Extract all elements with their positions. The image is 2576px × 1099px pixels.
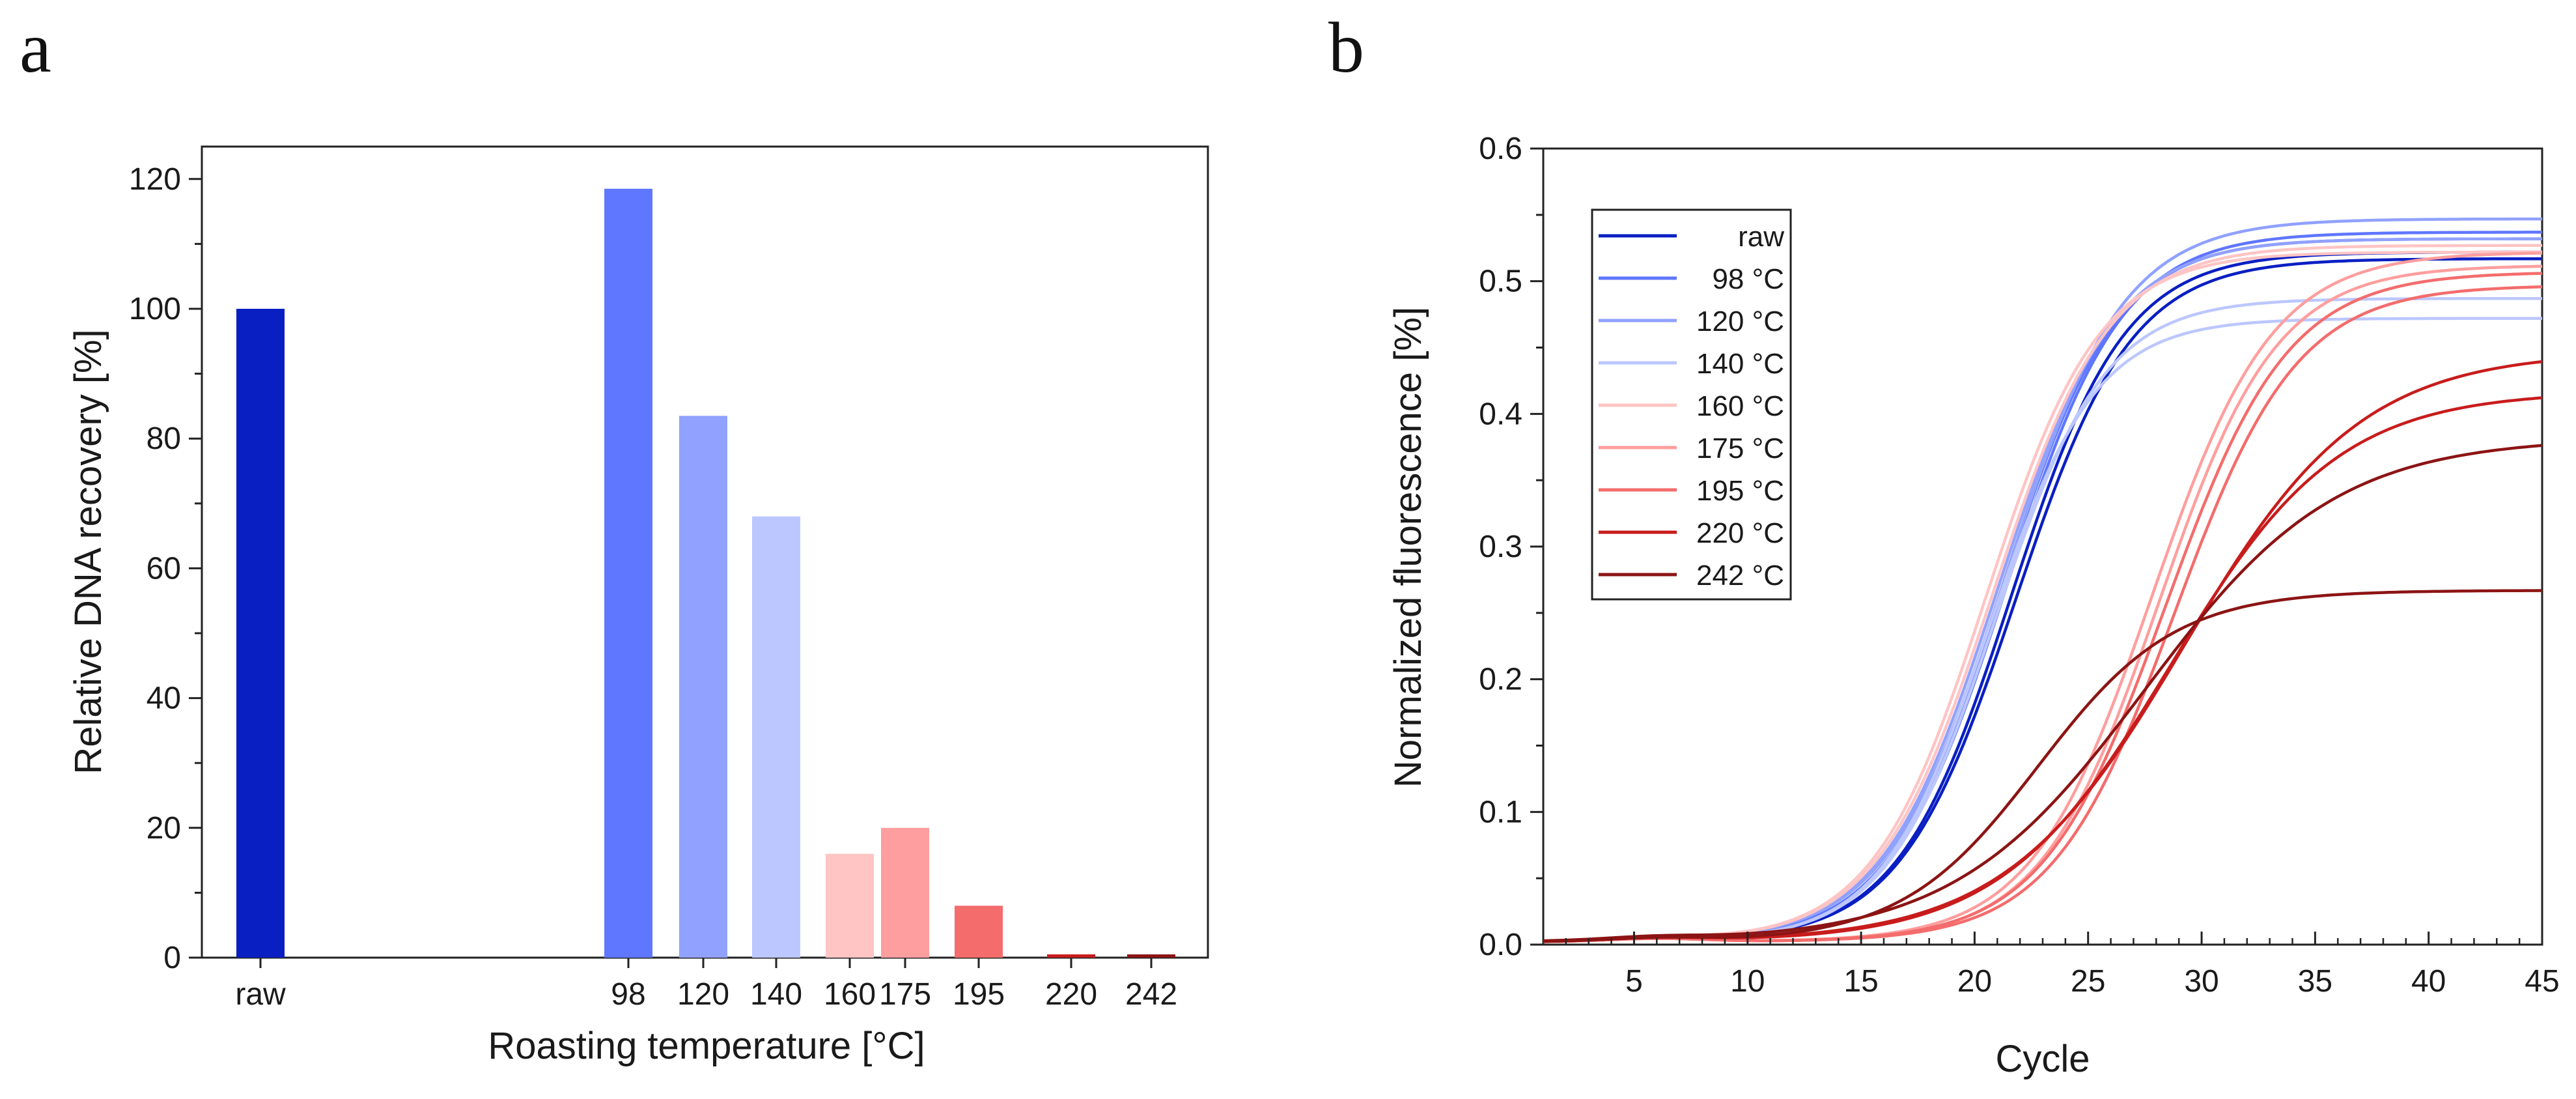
- x-tick-label: 40: [2411, 964, 2446, 999]
- legend-label-0: raw: [1738, 221, 1784, 253]
- y-tick-label: 0.1: [1479, 795, 1522, 829]
- y-axis-title-b: Normalized fluorescence [%]: [1387, 307, 1429, 788]
- bar-195: [955, 906, 1003, 958]
- x-tick-label: 5: [1625, 964, 1643, 999]
- bars-group: [236, 188, 1175, 958]
- y-tick-label: 120: [129, 162, 181, 197]
- legend: raw 98 °C 120 °C 140 °C 160 °C 175 °C 195 °C 2…: [1591, 208, 1792, 601]
- x-axis-b: 5 10 15 20 25 30 35 40 45: [1565, 932, 2560, 999]
- y-axis: 0 20 40 60 80 100 120: [129, 162, 202, 975]
- bar-220: [1047, 954, 1095, 958]
- y-tick-label: 60: [147, 551, 181, 586]
- y-tick-label: 0.6: [1479, 132, 1522, 166]
- bar-raw: [236, 309, 285, 958]
- x-tick-label: 25: [2071, 964, 2105, 999]
- y-axis-title: Relative DNA recovery [%]: [67, 329, 109, 774]
- y-tick-label: 0.2: [1479, 663, 1522, 697]
- bar-160: [826, 853, 874, 958]
- y-tick-label: 100: [129, 292, 181, 326]
- y-tick-label: 0.0: [1479, 928, 1522, 962]
- x-tick-label: 10: [1730, 964, 1765, 999]
- legend-label-2: 120 °C: [1696, 306, 1784, 337]
- x-axis: raw 98 120 140 160 175 195 220 242: [235, 958, 1177, 1012]
- panel-b-letter: b: [1328, 8, 1364, 87]
- x-tick-label: 35: [2298, 964, 2332, 999]
- x-tick-label-160: 160: [824, 977, 876, 1012]
- legend-label-6: 195 °C: [1696, 475, 1784, 507]
- x-axis-title-b: Cycle: [1995, 1038, 2090, 1080]
- curve-195C-1: [1543, 285, 2542, 943]
- bar-98: [604, 188, 652, 958]
- legend-label-1: 98 °C: [1712, 263, 1784, 295]
- y-tick-label: 40: [147, 681, 181, 716]
- x-tick-label-242: 242: [1125, 977, 1177, 1012]
- bar-chart-dna-recovery: 0 20 40 60 80 100 120 raw 98 120 140 160 175 195 220 2…: [67, 145, 1209, 1067]
- legend-label-7: 220 °C: [1696, 517, 1784, 549]
- legend-label-4: 160 °C: [1696, 390, 1784, 422]
- curve-242C-0: [1543, 444, 2542, 943]
- curves-group: [1543, 217, 2542, 943]
- x-tick-label-raw: raw: [235, 977, 286, 1012]
- curve-242C-1: [1543, 589, 2542, 943]
- y-tick-label: 0: [163, 941, 181, 975]
- x-tick-label-140: 140: [750, 977, 802, 1012]
- x-tick-label-120: 120: [677, 977, 729, 1012]
- bar-175: [881, 827, 929, 958]
- x-axis-title: Roasting temperature [°C]: [488, 1025, 925, 1067]
- x-tick-label: 30: [2184, 964, 2219, 999]
- y-tick-label: 0.3: [1479, 530, 1522, 564]
- panel-a-letter: a: [20, 8, 51, 87]
- x-tick-label-195: 195: [953, 977, 1005, 1012]
- legend-label-8: 242 °C: [1696, 560, 1784, 592]
- x-tick-label: 15: [1843, 964, 1878, 999]
- x-tick-label: 20: [1957, 964, 1992, 999]
- x-tick-label-175: 175: [879, 977, 931, 1012]
- y-tick-label: 0.4: [1479, 397, 1522, 431]
- y-tick-label: 20: [147, 811, 181, 846]
- x-tick-label-220: 220: [1045, 977, 1097, 1012]
- y-tick-label: 0.5: [1479, 264, 1522, 299]
- legend-label-3: 140 °C: [1696, 348, 1784, 380]
- legend-label-5: 175 °C: [1696, 433, 1784, 464]
- y-tick-label: 80: [147, 421, 181, 456]
- bar-140: [752, 516, 800, 958]
- line-chart-amplification: 0.00.10.20.30.40.50.6 5 10 15 20 25 30 35 40 45 …: [1387, 132, 2560, 1080]
- bar-120: [679, 416, 727, 958]
- x-tick-label: 45: [2525, 964, 2559, 999]
- bar-242: [1127, 954, 1175, 958]
- y-axis-b: 0.0 0.1 0.2 0.3 0.4 0.5 0.6: [1479, 132, 1543, 962]
- x-tick-label-98: 98: [611, 977, 645, 1012]
